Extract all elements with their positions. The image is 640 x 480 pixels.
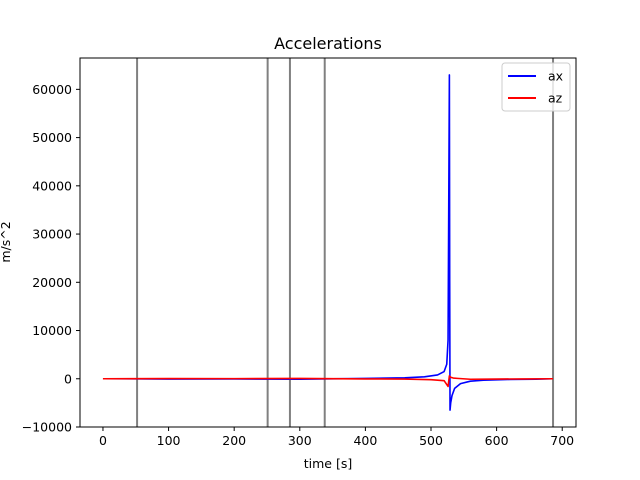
series-line-az bbox=[102, 375, 554, 388]
series-lines bbox=[102, 74, 554, 411]
y-tick-label: 0 bbox=[64, 371, 72, 386]
x-tick-label: 0 bbox=[99, 433, 107, 448]
y-tick-label: 60000 bbox=[32, 82, 72, 97]
chart-title: Accelerations bbox=[274, 34, 382, 53]
y-tick-label: 10000 bbox=[32, 323, 72, 338]
plot-frame bbox=[79, 57, 577, 428]
y-axis-ticks: −10000 0 10000 20000 30000 40000 50000 60000 bbox=[22, 82, 80, 435]
x-tick-label: 100 bbox=[157, 433, 181, 448]
x-tick-label: 300 bbox=[288, 433, 312, 448]
legend: ax az bbox=[501, 62, 571, 112]
y-axis-label: m/s^2 bbox=[0, 221, 13, 262]
y-tick-label: 30000 bbox=[32, 227, 72, 242]
y-tick-label: −10000 bbox=[22, 420, 72, 435]
x-tick-label: 700 bbox=[550, 433, 574, 448]
vertical-markers bbox=[136, 58, 555, 427]
x-tick-label: 600 bbox=[485, 433, 509, 448]
x-tick-label: 200 bbox=[222, 433, 246, 448]
x-tick-label: 400 bbox=[353, 433, 377, 448]
legend-label-ax: ax bbox=[548, 69, 563, 84]
x-axis-label: time [s] bbox=[304, 456, 352, 471]
x-tick-label: 500 bbox=[419, 433, 443, 448]
x-axis-ticks: 0 100 200 300 400 500 600 700 bbox=[99, 427, 574, 448]
legend-label-az: az bbox=[548, 91, 563, 106]
y-tick-label: 20000 bbox=[32, 275, 72, 290]
y-tick-label: 40000 bbox=[32, 178, 72, 193]
y-tick-label: 50000 bbox=[32, 130, 72, 145]
